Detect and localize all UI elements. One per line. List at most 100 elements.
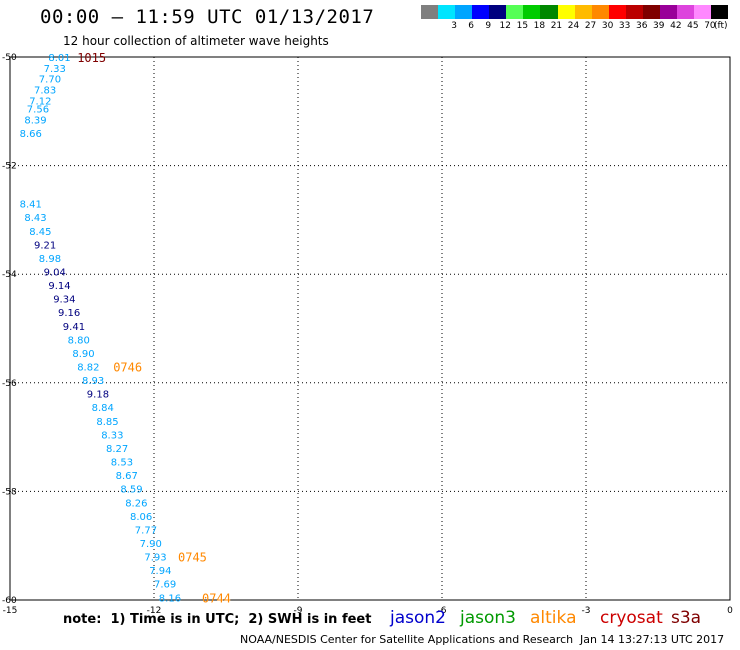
wave-height-label: 8.41 bbox=[20, 200, 42, 211]
wave-height-label: 7.93 bbox=[144, 553, 166, 564]
color-scale-label: 24 bbox=[567, 21, 580, 31]
wave-height-label: 8.39 bbox=[24, 115, 46, 126]
wave-height-label: 8.85 bbox=[96, 417, 118, 428]
wave-height-label: 8.06 bbox=[130, 512, 152, 523]
color-scale-labels: 3 6 9 12 15 18 21 24 27 30 33 36 39 42 45 70 bbox=[421, 21, 728, 33]
latitude-tick-label: -56 bbox=[2, 379, 17, 389]
latitude-tick-label: -50 bbox=[2, 53, 17, 63]
color-scale-unit: (ft) bbox=[714, 21, 728, 31]
wave-height-label: 8.90 bbox=[72, 349, 94, 360]
color-swatch bbox=[711, 5, 729, 19]
page-title: 00:00 – 11:59 UTC 01/13/2017 bbox=[40, 6, 375, 28]
footer-timestamp: Jan 14 13:27:13 UTC 2017 bbox=[580, 633, 725, 646]
wave-height-label: 9.41 bbox=[63, 322, 85, 333]
color-swatch bbox=[591, 5, 609, 19]
legend-item-jason2: jason2 bbox=[390, 608, 446, 628]
wave-height-label: 8.59 bbox=[120, 485, 142, 496]
wave-height-label: 7.12 bbox=[29, 96, 51, 107]
color-swatch bbox=[694, 5, 712, 19]
legend-item-altika: altika bbox=[530, 608, 577, 628]
wave-height-label: 8.98 bbox=[39, 254, 61, 265]
wave-height-label: 7.69 bbox=[154, 580, 176, 591]
color-scale-label: 45 bbox=[687, 21, 699, 31]
wave-height-label: 9.18 bbox=[87, 390, 109, 401]
color-scale-bar bbox=[421, 5, 729, 19]
units-note: note: 1) Time is in UTC; 2) SWH is in fe… bbox=[63, 612, 372, 627]
wave-height-label: 9.16 bbox=[58, 308, 80, 319]
wave-height-label: 8.45 bbox=[29, 227, 51, 238]
color-swatch bbox=[557, 5, 575, 19]
wave-height-label: 7.94 bbox=[149, 566, 171, 577]
pass-time-label: 1015 bbox=[77, 51, 106, 65]
color-swatch bbox=[659, 5, 677, 19]
color-scale-label: 39 bbox=[653, 21, 665, 31]
wave-height-label: 8.43 bbox=[24, 213, 46, 224]
color-swatch bbox=[455, 5, 473, 19]
latitude-tick-label: -52 bbox=[2, 162, 17, 172]
footer-credit: NOAA/NESDIS Center for Satellite Applica… bbox=[240, 633, 574, 646]
wave-height-label: 8.53 bbox=[111, 458, 133, 469]
wave-height-label: 7.33 bbox=[44, 64, 66, 75]
legend-item-cryosat: cryosat bbox=[600, 608, 663, 628]
wave-height-label: 8.33 bbox=[101, 430, 123, 441]
color-swatch bbox=[489, 5, 507, 19]
longitude-tick-label: -6 bbox=[438, 606, 447, 616]
color-swatch bbox=[472, 5, 490, 19]
color-swatch bbox=[438, 5, 456, 19]
latitude-tick-label: -60 bbox=[2, 596, 17, 606]
wave-height-label: 7.83 bbox=[34, 86, 56, 97]
color-scale-label: 18 bbox=[533, 21, 546, 31]
color-scale-label: 15 bbox=[516, 21, 529, 31]
wave-height-label: 7.77 bbox=[135, 525, 157, 536]
wave-height-label: 8.80 bbox=[68, 335, 90, 346]
wave-height-label: 9.14 bbox=[48, 281, 70, 292]
legend-item-jason3: jason3 bbox=[460, 608, 516, 628]
wave-height-label: 9.04 bbox=[44, 267, 66, 278]
latitude-tick-label: -58 bbox=[2, 487, 17, 497]
color-swatch bbox=[523, 5, 541, 19]
color-scale-label: 30 bbox=[601, 21, 614, 31]
color-scale-label: 27 bbox=[584, 21, 597, 31]
wave-height-label: 9.21 bbox=[34, 240, 56, 251]
color-scale-label: 36 bbox=[635, 21, 648, 31]
longitude-tick-label: -9 bbox=[294, 606, 303, 616]
wave-height-label: 8.01 bbox=[48, 53, 70, 64]
wave-height-label: 8.67 bbox=[116, 471, 138, 482]
latitude-tick-label: -54 bbox=[2, 270, 17, 280]
wave-height-label: 8.82 bbox=[77, 363, 99, 374]
color-scale-label: 6 bbox=[468, 21, 475, 31]
color-scale-label: 3 bbox=[451, 21, 457, 31]
map-frame bbox=[9, 56, 731, 601]
color-scale-label: 33 bbox=[618, 21, 631, 31]
wave-height-label: 7.56 bbox=[27, 105, 49, 116]
wave-height-label: 8.26 bbox=[125, 498, 147, 509]
color-swatch bbox=[676, 5, 694, 19]
longitude-tick-label: -12 bbox=[147, 606, 162, 616]
color-swatch bbox=[642, 5, 660, 19]
color-swatch bbox=[421, 5, 439, 19]
wave-height-label: 8.84 bbox=[92, 403, 114, 414]
longitude-tick-label: 0 bbox=[727, 606, 733, 616]
color-scale-label: 9 bbox=[485, 21, 492, 31]
wave-height-label: 7.70 bbox=[39, 75, 61, 86]
wave-height-label: 7.90 bbox=[140, 539, 162, 550]
wave-height-label: 8.66 bbox=[20, 129, 42, 140]
color-swatch bbox=[574, 5, 592, 19]
longitude-tick-label: -3 bbox=[582, 606, 591, 616]
wave-height-label: 8.27 bbox=[106, 444, 128, 455]
wave-height-label: 8.93 bbox=[82, 376, 104, 387]
page-subtitle: 12 hour collection of altimeter wave hei… bbox=[63, 34, 329, 48]
color-scale-label: 70 bbox=[704, 21, 716, 31]
color-swatch bbox=[506, 5, 524, 19]
legend-item-s3a: s3a bbox=[671, 608, 702, 628]
color-swatch bbox=[540, 5, 558, 19]
pass-time-label: 0746 bbox=[113, 361, 142, 375]
color-swatch bbox=[608, 5, 626, 19]
pass-time-label: 0744 bbox=[202, 591, 231, 605]
color-scale-label: 21 bbox=[550, 21, 563, 31]
wave-height-label: 9.34 bbox=[53, 295, 75, 306]
color-scale-label: 42 bbox=[670, 21, 682, 31]
longitude-tick-label: -15 bbox=[3, 606, 18, 616]
color-scale-label: 12 bbox=[499, 21, 511, 31]
